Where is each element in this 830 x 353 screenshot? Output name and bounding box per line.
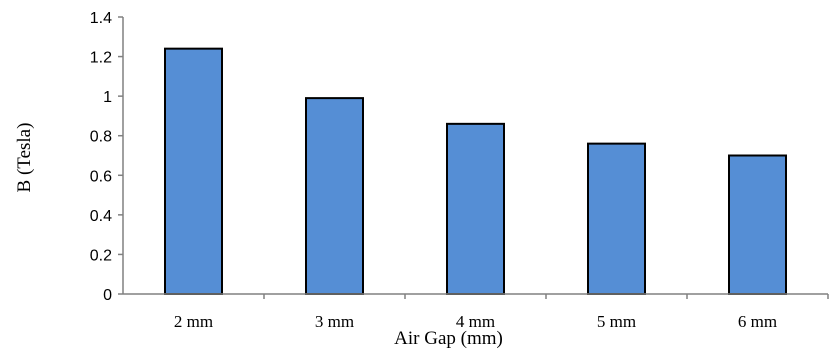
y-tick-label: 0.6 — [90, 168, 112, 185]
y-axis-ticks: 0 0.2 0.4 0.6 0.8 1 1.2 1.4 — [90, 10, 123, 304]
bars — [164, 47, 787, 296]
bar-3-mm — [305, 97, 364, 295]
x-axis-ticks: 2 mm 3 mm 4 mm 5 mm 6 mm — [174, 294, 829, 331]
y-tick-label: 0.4 — [90, 208, 112, 225]
x-category-label: 4 mm — [456, 312, 495, 331]
y-tick-label: 0 — [103, 287, 112, 304]
x-axis-title: Air Gap (mm) — [394, 328, 503, 349]
bar-6-mm — [728, 154, 787, 295]
y-tick-label: 1 — [103, 89, 112, 106]
x-category-label: 3 mm — [315, 312, 354, 331]
x-category-label: 5 mm — [597, 312, 636, 331]
y-tick-label: 0.2 — [90, 247, 112, 264]
y-tick-label: 1.4 — [90, 10, 112, 27]
x-category-label: 6 mm — [738, 312, 777, 331]
bar-4-mm — [446, 122, 505, 296]
x-category-label: 2 mm — [174, 312, 213, 331]
bar-5-mm — [587, 142, 646, 295]
bar-2-mm — [164, 47, 223, 295]
y-tick-label: 1.2 — [90, 50, 112, 67]
y-tick-label: 0.8 — [90, 129, 112, 146]
y-axis-title: B (Tesla) — [14, 123, 35, 193]
